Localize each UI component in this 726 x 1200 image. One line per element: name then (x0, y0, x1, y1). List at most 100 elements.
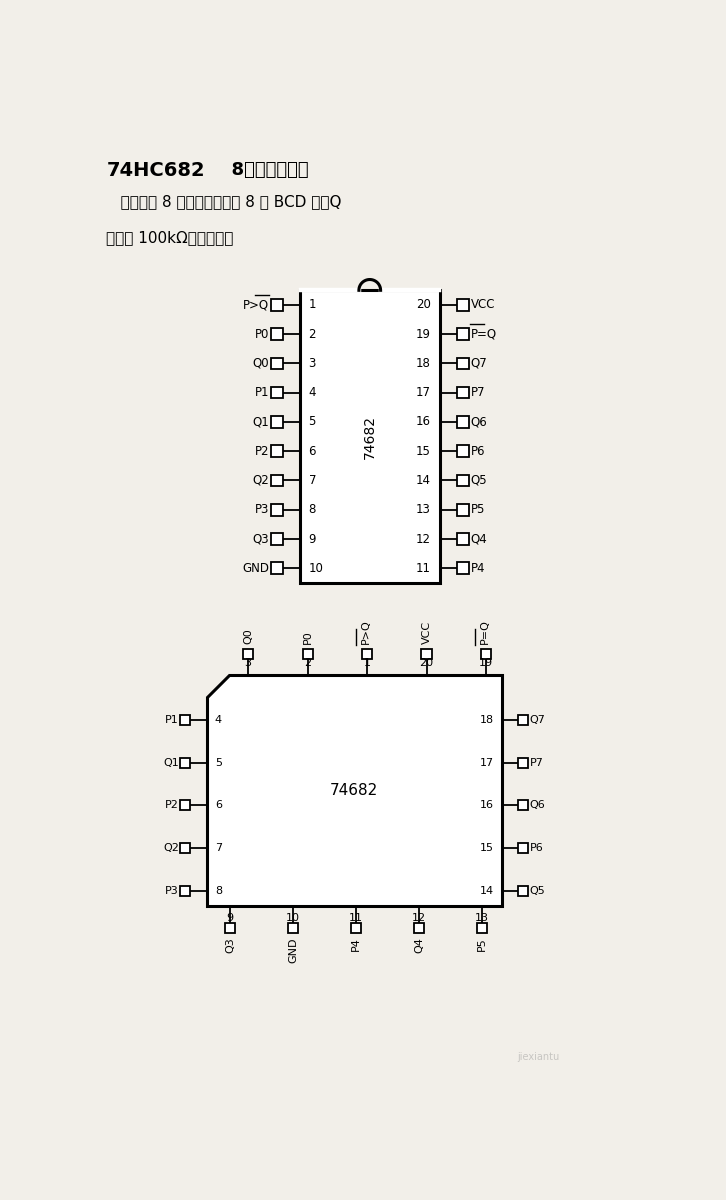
Text: 9: 9 (309, 533, 316, 546)
Text: Q1: Q1 (163, 757, 179, 768)
Text: P5: P5 (477, 937, 487, 950)
Text: Q3: Q3 (253, 533, 269, 546)
Text: 74682: 74682 (330, 784, 378, 798)
Bar (180, 757, 190, 768)
Bar (457, 504, 468, 516)
Text: 11: 11 (416, 562, 431, 575)
Bar (271, 358, 282, 370)
Text: Q3: Q3 (225, 937, 235, 953)
Text: Q7: Q7 (470, 356, 487, 370)
Text: P5: P5 (470, 503, 485, 516)
Text: 15: 15 (480, 844, 494, 853)
Bar (271, 445, 282, 457)
Text: P0: P0 (303, 631, 313, 644)
Bar (457, 329, 468, 340)
Text: 74682: 74682 (363, 415, 377, 458)
Text: P6: P6 (529, 844, 543, 853)
Bar (518, 757, 529, 768)
Text: 5: 5 (309, 415, 316, 428)
Text: 19: 19 (479, 659, 493, 668)
Text: 18: 18 (480, 715, 494, 725)
Bar (271, 563, 282, 574)
Text: 18: 18 (416, 356, 431, 370)
Text: P7: P7 (470, 386, 485, 400)
Bar (180, 844, 190, 853)
Text: P2: P2 (255, 445, 269, 457)
Text: P2: P2 (166, 800, 179, 810)
Text: P1: P1 (255, 386, 269, 400)
Text: 13: 13 (475, 913, 489, 923)
Polygon shape (207, 676, 502, 906)
Bar (271, 533, 282, 545)
Text: VCC: VCC (470, 299, 495, 312)
Text: P3: P3 (166, 886, 179, 896)
Bar (481, 649, 491, 659)
Bar (271, 416, 282, 427)
Bar (518, 715, 529, 725)
Text: VCC: VCC (422, 622, 431, 644)
Text: 8: 8 (309, 503, 316, 516)
Text: 20: 20 (420, 659, 433, 668)
Text: Q2: Q2 (163, 844, 179, 853)
Text: 14: 14 (480, 886, 494, 896)
Text: 12: 12 (416, 533, 431, 546)
Text: P4: P4 (470, 562, 485, 575)
Text: 1: 1 (364, 659, 370, 668)
Text: Q4: Q4 (470, 533, 487, 546)
Bar (477, 923, 487, 932)
Bar (457, 533, 468, 545)
Bar (180, 886, 190, 896)
Bar (457, 358, 468, 370)
Bar (414, 923, 424, 932)
Text: 17: 17 (416, 386, 431, 400)
Text: 13: 13 (416, 503, 431, 516)
Bar (271, 329, 282, 340)
Text: 5: 5 (215, 757, 221, 768)
Bar (288, 923, 298, 932)
Text: 9: 9 (227, 913, 234, 923)
Text: 3: 3 (245, 659, 252, 668)
Text: 8位数值比较器: 8位数值比较器 (219, 161, 309, 179)
Text: P=Q: P=Q (479, 619, 489, 644)
Text: 15: 15 (416, 445, 431, 457)
Text: Q6: Q6 (529, 800, 545, 810)
Text: GND: GND (288, 937, 298, 962)
Text: P>Q: P>Q (361, 619, 370, 644)
Bar (271, 299, 282, 311)
Text: 7: 7 (309, 474, 316, 487)
Text: 10: 10 (309, 562, 323, 575)
Text: Q0: Q0 (253, 356, 269, 370)
Bar (518, 886, 529, 896)
Bar (457, 416, 468, 427)
Text: Q7: Q7 (529, 715, 545, 725)
Bar (243, 649, 253, 659)
Text: 12: 12 (412, 913, 426, 923)
Text: 2: 2 (309, 328, 316, 341)
Text: P3: P3 (255, 503, 269, 516)
Text: P>Q: P>Q (243, 299, 269, 312)
Bar (271, 504, 282, 516)
Text: 16: 16 (480, 800, 494, 810)
Bar (362, 649, 372, 659)
Text: 16: 16 (416, 415, 431, 428)
Text: P4: P4 (351, 937, 362, 950)
Text: 74HC682: 74HC682 (106, 161, 205, 180)
Text: 3: 3 (309, 356, 316, 370)
Bar (457, 475, 468, 486)
Text: 7: 7 (215, 844, 222, 853)
Bar (300, 290, 439, 583)
Text: 1: 1 (309, 299, 316, 312)
Text: GND: GND (242, 562, 269, 575)
Text: Q4: Q4 (414, 937, 424, 953)
Bar (180, 715, 190, 725)
Bar (457, 386, 468, 398)
Text: 14: 14 (416, 474, 431, 487)
Text: 6: 6 (215, 800, 221, 810)
Text: 10: 10 (286, 913, 301, 923)
Text: 比较两个 8 位二进制数字或 8 位 BCD 码；Q: 比较两个 8 位二进制数字或 8 位 BCD 码；Q (106, 194, 342, 209)
Bar (271, 386, 282, 398)
Bar (457, 445, 468, 457)
Text: 17: 17 (480, 757, 494, 768)
Text: P6: P6 (470, 445, 485, 457)
Text: P0: P0 (255, 328, 269, 341)
